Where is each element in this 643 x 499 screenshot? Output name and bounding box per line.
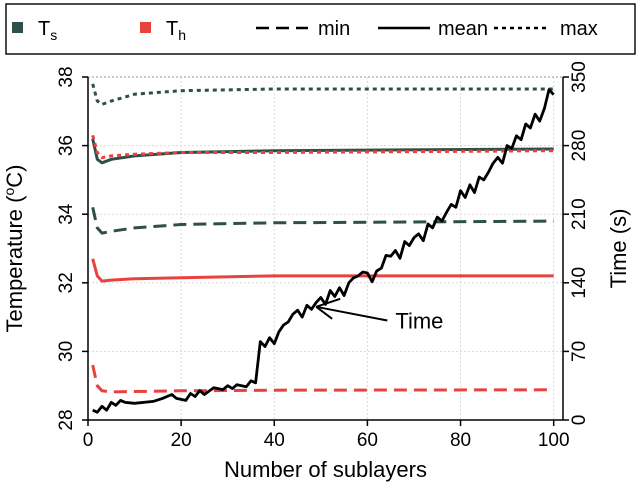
legend-swatch bbox=[12, 22, 23, 33]
y-left-tick-label: 36 bbox=[56, 135, 77, 156]
legend: Ts Th min mean max bbox=[5, 3, 636, 55]
legend-swatch bbox=[140, 22, 151, 33]
y-right-tick-label: 280 bbox=[569, 130, 590, 162]
y-left-tick-label: 28 bbox=[56, 409, 77, 430]
legend-item-1: Th bbox=[140, 18, 186, 43]
y-right-tick-label: 70 bbox=[569, 341, 590, 362]
series-line-time bbox=[92, 88, 555, 414]
y-right-tick-label: 210 bbox=[569, 198, 590, 230]
legend-label: min bbox=[318, 18, 350, 40]
x-tick-label: 60 bbox=[357, 430, 378, 451]
legend-label: Ts bbox=[38, 18, 57, 43]
series-line-Th_max bbox=[91, 134, 554, 160]
series-line-Th_mean bbox=[91, 258, 554, 283]
y-right-tick-label: 350 bbox=[569, 61, 590, 93]
x-tick-label: 0 bbox=[83, 430, 94, 451]
series-line-Ts_max bbox=[91, 83, 554, 106]
annotations: Time bbox=[315, 297, 443, 334]
legend-item-2: min bbox=[256, 18, 350, 40]
legend-label: Th bbox=[166, 18, 186, 43]
y-right-tick-label: 140 bbox=[569, 267, 590, 299]
x-tick-label: 40 bbox=[264, 430, 285, 451]
annotation-arrow bbox=[315, 297, 388, 322]
y-left-tick-label: 38 bbox=[56, 66, 77, 87]
y-left-tick-label: 30 bbox=[56, 341, 77, 362]
grid bbox=[87, 76, 563, 421]
legend-box bbox=[5, 3, 636, 55]
x-tick-label: 80 bbox=[450, 430, 471, 451]
series-line-Th_min bbox=[91, 364, 554, 394]
y-left-tick-label: 34 bbox=[56, 203, 77, 225]
legend-item-3: mean bbox=[378, 18, 488, 40]
y-right-axis-title: Time (s) bbox=[606, 209, 631, 289]
annotation-text: Time bbox=[395, 309, 443, 334]
y-left-axis-title: Temperature (oC) bbox=[1, 165, 27, 333]
plot-frame bbox=[87, 76, 564, 421]
legend-label: max bbox=[560, 18, 598, 40]
series bbox=[91, 83, 555, 414]
x-tick-label: 100 bbox=[538, 430, 570, 451]
series-line-Ts_min bbox=[91, 206, 554, 235]
x-tick-label: 20 bbox=[171, 430, 192, 451]
y-right-tick-label: 0 bbox=[569, 415, 590, 426]
y-left-tick-label: 32 bbox=[56, 272, 77, 293]
series-line-Ts_mean bbox=[91, 138, 554, 165]
axes: 0 20 40 60 80 100 28 30 32 34 36 38 0 70 140 210 280 350 N… bbox=[1, 61, 631, 482]
legend-item-4: max bbox=[494, 18, 598, 40]
x-axis-title: Number of sublayers bbox=[224, 457, 427, 482]
legend-item-0: Ts bbox=[12, 18, 57, 43]
legend-label: mean bbox=[438, 18, 488, 40]
